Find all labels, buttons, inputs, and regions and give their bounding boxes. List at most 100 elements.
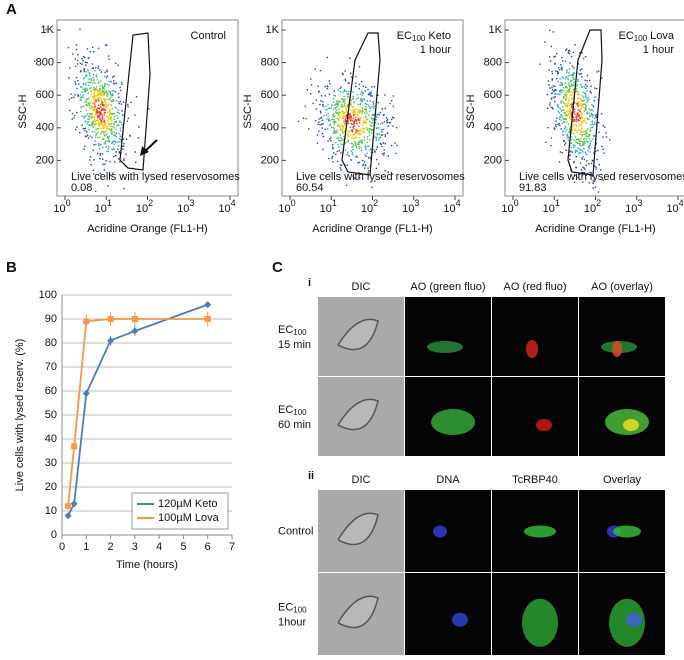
event-dot xyxy=(599,169,602,171)
event-dot xyxy=(581,126,583,128)
event-dot xyxy=(597,70,600,72)
event-dot xyxy=(591,108,593,110)
event-dot xyxy=(112,93,114,95)
fluorescence xyxy=(522,598,558,647)
event-dot xyxy=(582,96,585,98)
event-dot xyxy=(595,115,597,117)
event-dot xyxy=(107,104,110,106)
event-dot xyxy=(544,41,546,43)
event-dot xyxy=(121,110,123,112)
event-dot xyxy=(324,128,326,131)
event-dot xyxy=(91,63,94,65)
event-dot xyxy=(562,60,564,62)
event-dot xyxy=(576,130,578,132)
event-dot xyxy=(72,53,74,55)
event-dot xyxy=(559,78,561,80)
event-dot xyxy=(332,121,335,123)
event-dot xyxy=(94,88,97,90)
event-dot xyxy=(570,150,572,152)
event-dot xyxy=(99,154,101,156)
event-dot xyxy=(88,118,90,120)
tick-exponent: 4 xyxy=(456,198,461,208)
event-dot xyxy=(379,111,382,114)
event-dot xyxy=(339,134,342,136)
event-dot xyxy=(375,137,378,139)
event-dot xyxy=(104,163,106,165)
event-dot xyxy=(98,124,100,127)
event-dot xyxy=(560,110,563,112)
event-dot xyxy=(330,119,333,121)
event-dot xyxy=(98,112,100,114)
event-dot xyxy=(97,117,99,119)
tick-exponent: 3 xyxy=(189,198,194,208)
event-dot xyxy=(566,110,568,113)
event-dot xyxy=(341,110,343,113)
event-dot xyxy=(89,81,92,83)
micrograph xyxy=(579,297,665,376)
event-dot xyxy=(87,118,89,120)
event-dot xyxy=(87,92,90,95)
event-dot xyxy=(95,111,97,113)
event-dot xyxy=(559,84,562,87)
tick-base: 10 xyxy=(625,203,637,215)
event-dot xyxy=(356,131,358,133)
event-dot xyxy=(332,144,334,146)
event-dot xyxy=(343,115,345,117)
event-dot xyxy=(551,89,554,91)
event-dot xyxy=(339,111,341,114)
event-dot xyxy=(589,174,591,176)
row-label-main: EC xyxy=(278,324,293,336)
event-dot xyxy=(86,121,89,123)
event-dot xyxy=(573,81,575,83)
marker xyxy=(131,327,139,335)
event-dot xyxy=(334,104,336,106)
event-dot xyxy=(566,133,568,136)
event-dot xyxy=(568,68,571,70)
event-dot xyxy=(89,74,91,77)
event-dot xyxy=(352,95,354,97)
event-dot xyxy=(91,130,94,133)
x-tick-label: 103 xyxy=(625,198,642,215)
event-dot xyxy=(99,88,101,90)
event-dot xyxy=(109,110,111,112)
event-dot xyxy=(99,172,102,175)
event-dot xyxy=(579,104,581,106)
event-dot xyxy=(83,69,85,71)
event-dot xyxy=(342,112,344,114)
event-dot xyxy=(568,112,570,114)
event-dot xyxy=(561,57,563,59)
event-dot xyxy=(319,124,321,126)
event-dot xyxy=(102,121,104,124)
event-dot xyxy=(574,150,576,152)
event-dot xyxy=(569,117,571,120)
event-dot xyxy=(103,137,105,140)
event-dot xyxy=(567,123,570,125)
event-dot xyxy=(104,143,106,145)
event-dot xyxy=(568,113,570,115)
event-dot xyxy=(577,80,579,82)
event-dot xyxy=(572,120,575,123)
event-dot xyxy=(365,122,368,124)
event-dot xyxy=(334,131,337,133)
event-dot xyxy=(342,111,344,113)
y-tick-label: 1K xyxy=(266,24,280,36)
event-dot xyxy=(377,123,379,125)
event-dot xyxy=(107,127,109,130)
title-main: EC xyxy=(619,30,634,42)
event-dot xyxy=(108,117,111,120)
event-dot xyxy=(580,169,583,171)
event-dot xyxy=(579,69,581,71)
event-dot xyxy=(104,124,106,126)
event-dot xyxy=(362,127,364,129)
event-dot xyxy=(592,114,595,116)
event-dot xyxy=(550,137,553,139)
event-dot xyxy=(581,86,584,88)
event-dot xyxy=(123,187,125,190)
event-dot xyxy=(101,102,103,105)
event-dot xyxy=(560,64,562,66)
event-dot xyxy=(394,142,396,144)
event-dot xyxy=(98,91,100,93)
event-dot xyxy=(569,62,571,64)
event-dot xyxy=(564,130,567,133)
event-dot xyxy=(377,101,379,104)
